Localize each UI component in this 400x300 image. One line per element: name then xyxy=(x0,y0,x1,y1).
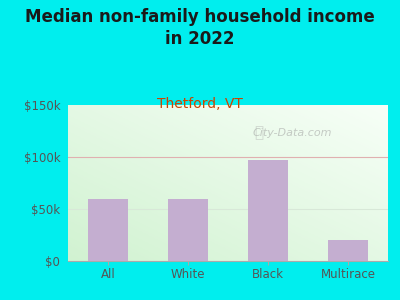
Bar xyxy=(328,240,368,261)
Bar xyxy=(248,160,288,261)
Text: Thetford, VT: Thetford, VT xyxy=(157,98,243,112)
Bar xyxy=(88,199,128,261)
Text: Median non-family household income
in 2022: Median non-family household income in 20… xyxy=(25,8,375,48)
Text: City-Data.com: City-Data.com xyxy=(252,128,332,138)
Text: ⌕: ⌕ xyxy=(254,126,263,141)
Bar xyxy=(168,199,208,261)
